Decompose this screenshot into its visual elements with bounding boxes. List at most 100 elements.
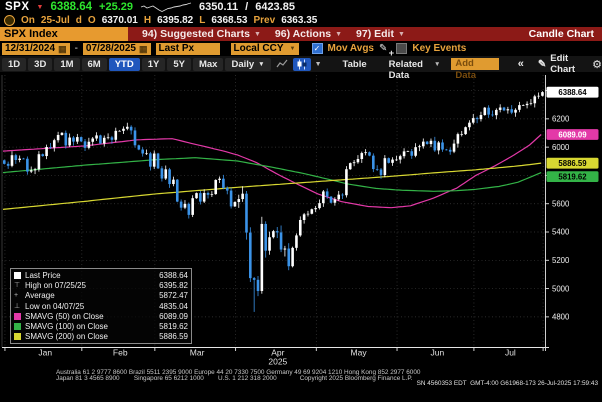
- legend-label: Low on 04/07/25: [25, 301, 85, 311]
- calendar-icon[interactable]: ▦: [58, 43, 67, 54]
- security-tab[interactable]: SPX Index: [0, 27, 128, 41]
- legend-value: 5872.47: [159, 291, 188, 301]
- svg-text:4800: 4800: [552, 313, 570, 322]
- currency-select[interactable]: Local CCY ▼: [230, 42, 299, 55]
- related-data-button[interactable]: + Related Data ▼: [388, 47, 441, 81]
- sma-line: [2, 157, 542, 192]
- menu-bar: SPX Index 94) Suggested Charts ▼ 96) Act…: [0, 27, 602, 41]
- legend-marker: [14, 333, 25, 341]
- legend-label: Average: [25, 291, 55, 301]
- svg-text:6000: 6000: [552, 143, 570, 152]
- security-symbol: SPX: [5, 1, 30, 13]
- legend-marker: [14, 312, 25, 320]
- legend-marker: +: [14, 292, 19, 300]
- date-to-input[interactable]: 07/28/2025 ▦: [82, 42, 151, 55]
- edit-chart-button[interactable]: ✎ Edit Chart: [537, 53, 576, 75]
- table-button[interactable]: Table: [342, 58, 367, 70]
- price-change: +25.29: [99, 1, 133, 13]
- low-value: 6368.53: [211, 15, 248, 26]
- svg-text:5200: 5200: [552, 256, 570, 265]
- session-date: 25-Jul: [40, 15, 70, 26]
- svg-text:5886.59: 5886.59: [558, 159, 587, 168]
- axes: [1, 75, 549, 351]
- range-1d-button[interactable]: 1D: [2, 57, 27, 71]
- sparkline-chart: [140, 2, 192, 12]
- tick-down-icon: ▼: [36, 3, 44, 11]
- prev-label: Prev: [253, 15, 276, 26]
- ticker-bar: SPX ▼ 6388.64 +25.29 6350.11 / 6423.85: [0, 0, 602, 14]
- date-from-input[interactable]: 12/31/2024 ▦: [2, 42, 70, 55]
- chevron-down-icon: ▼: [335, 30, 343, 38]
- range-3d-button[interactable]: 3D: [28, 57, 53, 71]
- menu-suggested-charts[interactable]: 94) Suggested Charts ▼: [142, 28, 261, 40]
- range-1y-button[interactable]: 1Y: [141, 57, 166, 71]
- key-events-checkbox[interactable]: ✓: [396, 43, 408, 54]
- legend-label: High on 07/25/25: [25, 280, 86, 290]
- legend-value: 4835.04: [159, 301, 188, 311]
- legend-value: 6388.64: [159, 270, 188, 280]
- session-label: On: [21, 15, 35, 26]
- legend-marker: ⊥: [14, 303, 21, 311]
- last-price: 6388.64: [50, 1, 93, 13]
- chart-style-dropdown-icon[interactable]: ▼: [314, 60, 322, 68]
- calendar-icon[interactable]: ▦: [138, 43, 148, 54]
- ohlc-bar: On 25-Jul d O 6370.01 H 6395.82 L 6368.5…: [0, 14, 602, 27]
- price-badge: [546, 171, 599, 183]
- range-max-button[interactable]: Max: [192, 57, 224, 71]
- legend-label: Last Price: [25, 270, 61, 280]
- collapse-panel-icon[interactable]: «: [517, 58, 524, 70]
- gear-icon[interactable]: ⚙: [592, 58, 602, 71]
- menu-edit[interactable]: 97) Edit ▼: [356, 28, 405, 40]
- legend-label: SMAVG (100) on Close: [25, 322, 108, 332]
- price-badge: [546, 129, 599, 140]
- price-chart[interactable]: 640062006000580056005400520050004800JanF…: [0, 72, 602, 368]
- legend-value: 5819.62: [159, 322, 188, 332]
- svg-text:Jun: Jun: [431, 348, 445, 358]
- low-label: L: [199, 15, 206, 26]
- legend-value: 6089.09: [159, 311, 188, 321]
- legend-row: SMAVG (200) on Close 5886.59: [14, 332, 188, 342]
- legend-marker: [14, 323, 25, 331]
- svg-text:Jul: Jul: [505, 348, 516, 358]
- chevron-down-icon: ▼: [258, 60, 265, 68]
- svg-text:Apr: Apr: [271, 348, 284, 358]
- svg-text:Feb: Feb: [113, 348, 128, 358]
- range-5y-button[interactable]: 5Y: [167, 57, 191, 71]
- mov-avgs-checkbox[interactable]: ✓: [311, 43, 323, 54]
- delayed-flag: d: [75, 15, 82, 26]
- line-chart-icon[interactable]: [273, 58, 291, 71]
- candle-chart-icon[interactable]: [292, 57, 311, 71]
- key-events-label: Key Events: [412, 43, 467, 54]
- date-range-dash: -: [74, 43, 78, 54]
- chevron-down-icon: ▼: [289, 45, 296, 52]
- legend-row: ⊤ High on 07/25/25 6395.82: [14, 280, 188, 290]
- legend-row: SMAVG (50) on Close 6089.09: [14, 311, 188, 321]
- chevron-down-icon: ▼: [253, 30, 261, 38]
- legend-value: 6395.82: [159, 280, 188, 290]
- pencil-icon[interactable]: ✎: [379, 43, 388, 54]
- svg-text:6089.09: 6089.09: [558, 130, 587, 139]
- svg-text:6200: 6200: [552, 115, 570, 124]
- open-label: O: [87, 15, 96, 26]
- sma-line: [2, 162, 542, 210]
- chart-legend[interactable]: Last Price 6388.64 ⊤ High on 07/25/25 6395.8…: [10, 268, 192, 345]
- range-ytd-button[interactable]: YTD: [108, 57, 140, 71]
- price-badge: [546, 86, 599, 98]
- price-source-select[interactable]: Last Px: [155, 42, 220, 55]
- menu-actions[interactable]: 96) Actions ▼: [274, 28, 343, 40]
- range-1m-button[interactable]: 1M: [54, 57, 80, 71]
- chevron-down-icon: ▼: [433, 60, 441, 68]
- add-data-input[interactable]: Add Data: [451, 58, 499, 81]
- range-low: 6350.11: [198, 1, 239, 13]
- footer-session-info: SN 4560353 EDT GMT-4:00 G61968-173 26-Ju…: [416, 380, 598, 387]
- mov-avgs-label: Mov Avgs: [327, 43, 375, 54]
- legend-row: ⊥ Low on 04/07/25 4835.04: [14, 301, 188, 311]
- frequency-select[interactable]: Daily ▼: [225, 57, 271, 71]
- svg-text:May: May: [351, 348, 368, 358]
- svg-text:2025: 2025: [268, 357, 287, 367]
- range-6m-button[interactable]: 6M: [81, 57, 107, 71]
- chart-type-label: Candle Chart: [528, 28, 594, 40]
- range-high: 6423.85: [255, 1, 295, 13]
- legend-label: SMAVG (50) on Close: [25, 311, 104, 321]
